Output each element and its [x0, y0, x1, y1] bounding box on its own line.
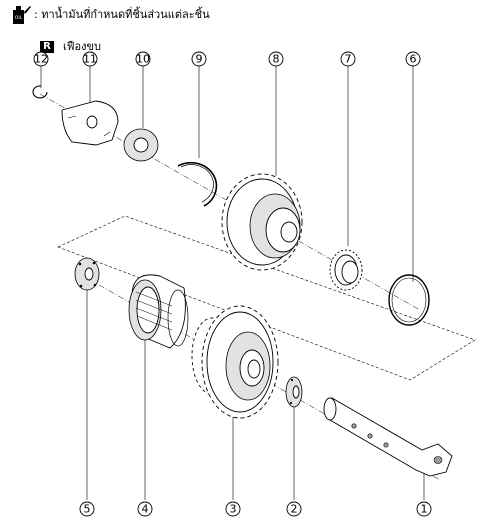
callout-12: 12 [33, 51, 49, 67]
callout-4-label: 4 [142, 503, 149, 516]
part-12-circlip [32, 85, 48, 99]
part-10-thrust-washer [123, 128, 159, 162]
part-5-thrust-washer [74, 257, 100, 291]
part-6-o-ring [388, 274, 430, 326]
assembly-plane-outline [57, 215, 476, 381]
callout-5-label: 5 [84, 503, 91, 516]
part-2-thrust-washer [285, 376, 303, 408]
part-7-needle-bearing [329, 249, 363, 291]
part-11-lock-plate [61, 100, 119, 146]
callout-11: 11 [82, 51, 98, 67]
callout-7-label: 7 [345, 53, 352, 66]
part-4-clutch-sleeve [128, 274, 189, 349]
oil-note: : ทาน้ำมันที่กำหนดที่ชิ้นส่วนแต่ละชิ้น [34, 8, 210, 21]
part-3-compound-gear [191, 305, 279, 419]
callout-2: 2 [286, 501, 302, 517]
section-badge: R [40, 41, 54, 53]
part-8-spur-gear [221, 173, 303, 271]
callout-4: 4 [137, 501, 153, 517]
callout-8: 8 [268, 51, 284, 67]
callout-6: 6 [405, 51, 421, 67]
callout-9: 9 [191, 51, 207, 67]
leader-lines [40, 66, 425, 500]
oil-icon-label: OIL [15, 15, 23, 21]
callout-1: 1 [416, 501, 432, 517]
callout-9-label: 9 [196, 53, 203, 66]
part-9-snap-ring [177, 161, 218, 207]
section-badge-letter: R [43, 41, 51, 52]
callout-11-label: 11 [83, 53, 97, 66]
part-1-shaft [323, 397, 453, 477]
callout-10-label: 10 [136, 53, 150, 66]
callout-12-label: 12 [34, 53, 48, 66]
callout-8-label: 8 [273, 53, 280, 66]
section-title: เฟืองขบ [63, 40, 102, 53]
callout-7: 7 [340, 51, 356, 67]
callout-3-label: 3 [230, 503, 237, 516]
callout-3: 3 [225, 501, 241, 517]
callout-5: 5 [79, 501, 95, 517]
callout-6-label: 6 [410, 53, 417, 66]
callout-1-label: 1 [421, 503, 428, 516]
callout-2-label: 2 [291, 503, 298, 516]
callout-10: 10 [135, 51, 151, 67]
oil-can-icon: OIL [13, 6, 31, 24]
